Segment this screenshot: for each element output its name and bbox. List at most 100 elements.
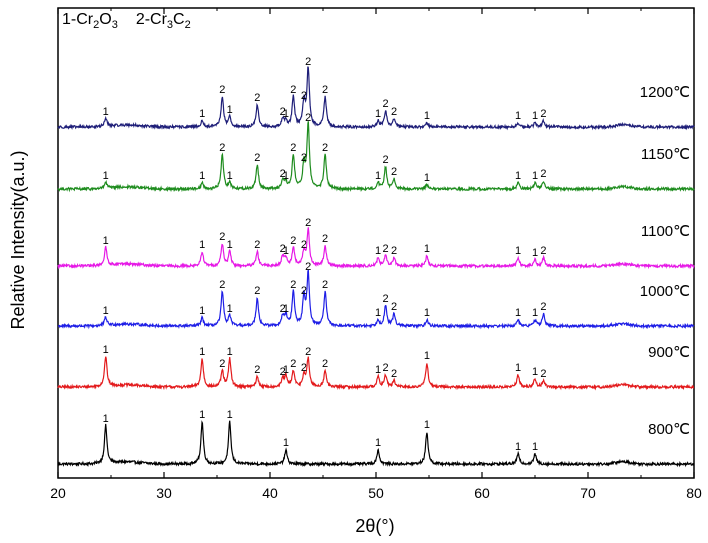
peak-label: 2 [280,243,286,255]
peak-label: 2 [540,108,546,120]
phase1-mid: O [99,11,111,28]
peak-label: 1 [424,419,430,431]
series-layer [57,66,695,468]
peak-label: 1 [103,235,109,247]
peak-label: 2 [540,245,546,257]
peak-label: 2 [219,231,225,243]
peak-label: 2 [305,56,311,68]
peak-label: 2 [219,358,225,370]
peak-label: 1 [227,239,233,251]
peak-label: 2 [254,364,260,376]
series-name-label: 1150℃ [641,146,690,163]
peak-label: 2 [301,362,307,374]
x-ticks: 20 30 40 50 60 70 80 [50,8,702,501]
series-name-label: 800℃ [648,421,690,438]
peak-label: 2 [254,239,260,251]
series-line [57,420,695,468]
peak-label: 2 [290,279,296,291]
peak-label: 2 [254,285,260,297]
peak-label: 2 [280,168,286,180]
peak-label: 1 [199,305,205,317]
peak-label: 2 [280,106,286,118]
peak-label: 1 [515,110,521,122]
peak-label: 1 [199,239,205,251]
peak-label: 2 [290,358,296,370]
peak-label: 1 [424,243,430,255]
peak-label: 1 [375,307,381,319]
peak-label: 1 [227,104,233,116]
series-line [57,227,695,270]
peak-label: 1 [424,172,430,184]
peak-label: 2 [382,243,388,255]
peak-label: 2 [219,279,225,291]
x-tick-label: 50 [368,485,384,501]
peak-label: 1 [103,106,109,118]
peak-label: 1 [227,346,233,358]
peak-label: 2 [382,154,388,166]
peak-label: 2 [391,106,397,118]
phase1-sub1: 2 [93,19,99,31]
peak-label: 1 [283,437,289,449]
x-tick-label: 70 [580,485,596,501]
peak-label: 2 [280,366,286,378]
temp-labels: 800℃ 900℃ 1000℃ 1100℃ 1150℃ 1200℃ [640,84,690,438]
peak-label: 2 [219,84,225,96]
peak-label: 1 [532,307,538,319]
peak-label: 2 [391,166,397,178]
peak-label: 2 [219,142,225,154]
peak-label: 2 [322,84,328,96]
series-line [57,269,695,330]
series-name-label: 900℃ [648,344,690,361]
peak-label: 1 [283,364,289,376]
series-name-label: 1200℃ [640,84,690,101]
peak-label: 2 [305,346,311,358]
series-name-label: 1100℃ [641,223,690,240]
peak-label: 2 [290,235,296,247]
peak-label: 1 [532,170,538,182]
phase2-prefix: 2-Cr [136,11,168,28]
peak-label: 1 [283,303,289,315]
peak-label: 2 [301,90,307,102]
peak-label: 2 [391,245,397,257]
peak-label: 1 [103,305,109,317]
peak-label: 2 [301,239,307,251]
peak-label: 2 [540,301,546,313]
peak-label: 1 [283,170,289,182]
peak-label: 1 [515,441,521,453]
peak-label: 1 [515,245,521,257]
peak-label: 2 [382,362,388,374]
series-line [57,121,695,193]
peak-label: 1 [103,344,109,356]
peak-label: 2 [391,301,397,313]
peak-label: 2 [382,293,388,305]
peak-label: 1 [103,170,109,182]
x-axis-label: 2θ(°) [355,516,394,536]
peak-label: 1 [515,307,521,319]
peak-label: 1 [424,110,430,122]
peak-label: 1 [532,366,538,378]
x-tick-label: 80 [686,485,702,501]
series-name-label: 1000℃ [640,283,690,300]
peak-label: 1 [532,441,538,453]
phase2-mid: C [173,11,185,28]
peak-label: 2 [540,168,546,180]
peak-label: 1 [375,108,381,120]
peak-label: 2 [322,142,328,154]
peak-label: 1 [375,170,381,182]
peak-label: 1 [227,303,233,315]
peak-label: 1 [227,170,233,182]
phase2-sub1: 3 [167,19,173,31]
peak-label: 2 [322,233,328,245]
peak-label: 1 [283,245,289,257]
peak-label: 2 [301,152,307,164]
peak-label: 1 [227,409,233,421]
peak-label: 2 [290,142,296,154]
series-line [57,66,695,131]
peak-label: 2 [280,303,286,315]
peak-label: 2 [290,84,296,96]
series-line [57,356,695,391]
y-axis-label: Relative Intensity(a.u.) [8,150,28,329]
peak-label: 2 [391,368,397,380]
